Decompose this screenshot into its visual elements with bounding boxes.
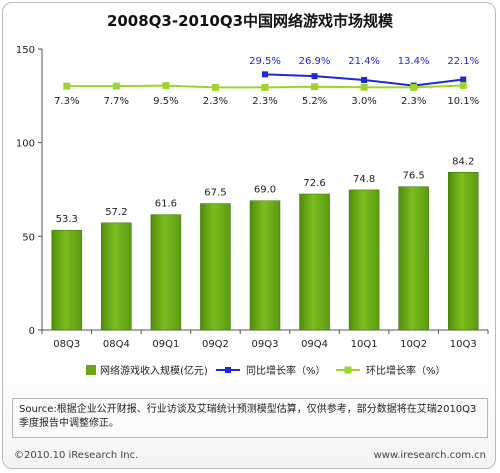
bar — [150, 214, 182, 331]
bar-value-label: 74.8 — [353, 174, 375, 185]
qoq-value-label: 2.3% — [252, 96, 277, 107]
x-tick-label: 09Q2 — [202, 339, 229, 350]
qoq-marker — [360, 83, 368, 91]
bar-value-label: 53.3 — [56, 214, 78, 225]
x-tick-label: 10Q3 — [450, 339, 477, 350]
yoy-marker — [361, 77, 368, 84]
legend-yoy-label: 同比增长率（%） — [246, 364, 326, 377]
bar — [200, 203, 231, 331]
x-tick-label: 08Q3 — [53, 339, 80, 350]
yoy-value-label: 22.1% — [447, 56, 479, 67]
bar-value-label: 84.2 — [452, 156, 474, 167]
yoy-value-label: 21.4% — [348, 56, 380, 67]
bar-value-label: 57.2 — [105, 207, 127, 218]
chart-canvas: 0 50 100 150 53.3 08Q3 57.2 08Q4 61.6 09Q1 67.5 09Q… — [16, 45, 489, 377]
qoq-marker — [112, 82, 120, 90]
yoy-value-label: 26.9% — [299, 56, 331, 67]
bar-value-label: 76.5 — [403, 171, 425, 182]
website-link[interactable]: www.iresearch.com.cn — [373, 450, 486, 461]
qoq-value-label: 5.2% — [302, 96, 327, 107]
bar — [101, 222, 132, 331]
copyright-text: ©2010.10 iResearch Inc. — [14, 450, 139, 461]
yoy-value-label: 29.5% — [249, 56, 281, 67]
y-tick-label: 150 — [16, 45, 35, 56]
legend-bar-swatch — [86, 365, 96, 375]
qoq-value-label: 7.3% — [54, 96, 79, 107]
legend-qoq-marker — [344, 366, 352, 374]
x-tick-label: 09Q1 — [152, 339, 179, 350]
yoy-marker — [460, 76, 467, 83]
qoq-value-label: 2.3% — [203, 96, 228, 107]
bar-value-label: 67.5 — [204, 188, 226, 199]
x-tick-label: 08Q4 — [103, 339, 130, 350]
source-note: Source:根据企业公开财报、行业访谈及艾瑞统计预测模型估算，仅供参考，部分数… — [12, 398, 488, 438]
qoq-marker — [162, 82, 170, 90]
yoy-marker — [262, 71, 268, 78]
bar — [299, 193, 330, 331]
yoy-value-label: 13.4% — [398, 56, 430, 67]
x-tick-label: 10Q1 — [351, 339, 378, 350]
x-tick-label: 09Q4 — [301, 339, 328, 350]
qoq-value-label: 2.3% — [401, 96, 426, 107]
legend-yoy-marker — [225, 367, 231, 373]
bar-value-label: 72.6 — [303, 178, 325, 189]
qoq-marker — [261, 83, 269, 91]
qoq-marker — [459, 81, 467, 89]
bar-value-label: 69.0 — [254, 185, 276, 196]
qoq-marker — [63, 82, 71, 90]
qoq-value-label: 9.5% — [153, 96, 178, 107]
bar — [398, 186, 429, 331]
qoq-value-label: 7.7% — [104, 96, 129, 107]
yoy-marker — [311, 73, 318, 80]
x-tick-label: 10Q2 — [400, 339, 427, 350]
y-tick-label: 100 — [16, 139, 35, 150]
qoq-value-label: 3.0% — [351, 96, 376, 107]
bar — [249, 200, 281, 331]
legend-qoq-label: 环比增长率（%） — [366, 364, 446, 377]
legend-bar-label: 网络游戏收入规模(亿元) — [100, 364, 208, 377]
bar — [51, 229, 83, 331]
qoq-value-label: 10.1% — [447, 96, 479, 107]
bar — [447, 172, 479, 331]
y-tick-label: 0 — [29, 326, 35, 337]
qoq-marker — [410, 83, 418, 91]
bar — [348, 189, 380, 331]
bar-value-label: 61.6 — [155, 199, 177, 210]
qoq-marker — [311, 83, 319, 91]
chart-title: 2008Q3-2010Q3中国网络游戏市场规模 — [106, 12, 394, 30]
x-tick-label: 09Q3 — [252, 339, 279, 350]
qoq-marker — [211, 83, 219, 91]
y-tick-label: 50 — [22, 232, 35, 243]
